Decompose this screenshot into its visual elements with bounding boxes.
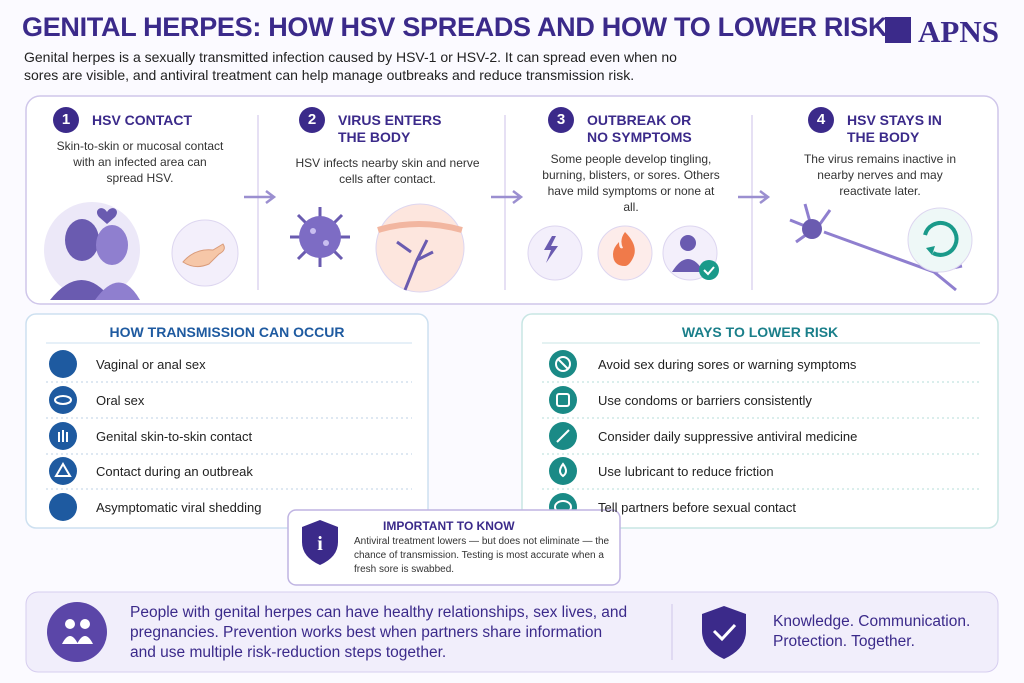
lower-risk-title: WAYS TO LOWER RISK: [681, 324, 839, 340]
icon-glyphs: [54, 356, 572, 514]
step-title: HSV STAYS IN THE BODY: [847, 112, 942, 145]
footer-tagline: Knowledge. Communication. Protection. To…: [773, 613, 971, 650]
row-separators: [542, 381, 980, 490]
step-text: Some people develop tingling, burning, b…: [542, 152, 720, 214]
transmission-item: Asymptomatic viral shedding: [96, 500, 262, 515]
transmission-item: Vaginal or anal sex: [96, 357, 206, 372]
footer-icon: [47, 602, 107, 662]
info-glyph: i: [317, 533, 323, 555]
lower-risk-item: Tell partners before sexual contact: [598, 500, 796, 515]
step-number: 2: [299, 107, 325, 133]
step-title: OUTBREAK OR NO SYMPTOMS: [587, 112, 692, 145]
step-text: HSV infects nearby skin and nerve cells …: [295, 156, 480, 186]
step-title: HSV CONTACT: [92, 112, 193, 128]
step-text: The virus remains inactive in nearby ner…: [803, 152, 957, 198]
step-number: 3: [548, 107, 574, 133]
check-glyph: [712, 623, 737, 642]
lower-risk-panel: [521, 313, 999, 529]
step-arrows: [244, 190, 771, 204]
step-dividers: [257, 115, 753, 290]
couple-illustration: [44, 202, 239, 300]
transmission-item: Genital skin-to-skin contact: [96, 429, 253, 444]
transmission-title: HOW TRANSMISSION CAN OCCUR: [109, 324, 345, 340]
important-shield: [302, 520, 338, 565]
transmission-item: Oral sex: [96, 393, 145, 408]
transmission-panel: [25, 313, 429, 529]
symptom-icons: [527, 225, 719, 281]
row-separators: [46, 381, 412, 490]
lower-risk-item: Use lubricant to reduce friction: [598, 464, 774, 479]
title: GENITAL HERPES: HOW HSV SPREADS AND HOW …: [22, 12, 888, 42]
footer-icon-glyph: [62, 619, 93, 644]
virus-illustration: [290, 203, 465, 293]
important-text: Antiviral treatment lowers — but does no…: [354, 536, 610, 575]
lower-risk-item: Avoid sex during sores or warning sympto…: [598, 357, 857, 372]
lower-risk-item: Use condoms or barriers consistently: [598, 393, 812, 408]
footer-panel: [25, 591, 999, 673]
step-title: VIRUS ENTERS THE BODY: [338, 112, 442, 145]
transmission-item: Contact during an outbreak: [96, 464, 253, 479]
neuron-illustration: [789, 203, 973, 292]
footer-message: People with genital herpes can have heal…: [130, 604, 628, 661]
subtitle: Genital herpes is a sexually transmitted…: [24, 49, 677, 83]
logo-square: [885, 17, 911, 43]
lower-risk-item: Consider daily suppressive antiviral med…: [598, 429, 858, 444]
step-number: 1: [53, 107, 79, 133]
important-box: [287, 509, 621, 586]
important-title: IMPORTANT TO KNOW: [383, 519, 515, 533]
step-number: 4: [808, 107, 834, 133]
steps-panel: [25, 95, 999, 305]
step-text: Skin-to-skin or mucosal contact with an …: [56, 139, 224, 185]
logo: APNS: [918, 14, 999, 49]
footer-shield: [702, 606, 746, 659]
